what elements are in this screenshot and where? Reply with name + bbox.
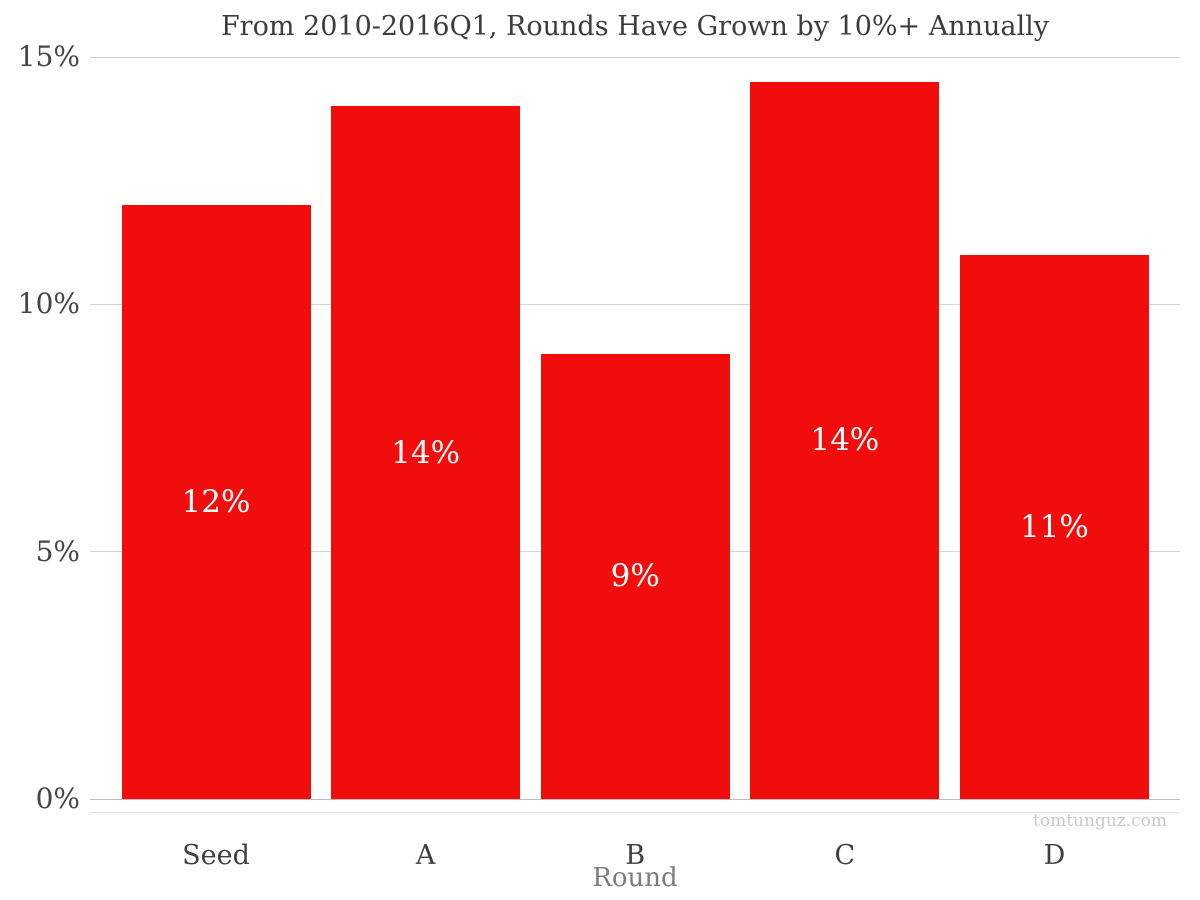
- x-axis-line: [90, 812, 1180, 813]
- bar-b: [540, 353, 730, 799]
- bar-value-label-seed: 12%: [181, 484, 251, 521]
- bar-value-label-c: 14%: [810, 422, 880, 459]
- x-category-label-c: C: [834, 840, 856, 871]
- x-axis-title: Round: [592, 863, 678, 893]
- gridline-10%: [90, 303, 1180, 305]
- x-category-label-d: D: [1043, 840, 1066, 871]
- gridline-0%: [90, 798, 1180, 800]
- bar-d: [959, 254, 1149, 799]
- bar-seed: [121, 205, 311, 799]
- bar-value-label-a: 14%: [391, 434, 461, 471]
- watermark: tomtunguz.com: [1033, 811, 1167, 831]
- x-category-label-seed: Seed: [182, 840, 250, 871]
- x-category-label-b: B: [625, 840, 646, 871]
- bar-a: [331, 106, 521, 799]
- bar-c: [750, 81, 940, 799]
- y-tick-label-0%: 0%: [35, 782, 80, 815]
- y-tick-label-5%: 5%: [35, 534, 80, 568]
- chart-title: From 2010-2016Q1, Rounds Have Grown by 1…: [220, 11, 1050, 42]
- x-category-label-a: A: [415, 840, 436, 871]
- bar-value-label-b: 9%: [610, 558, 660, 595]
- y-tick-label-15%: 15%: [17, 40, 80, 73]
- bar-value-label-d: 11%: [1019, 508, 1089, 545]
- y-tick-label-10%: 10%: [17, 287, 80, 321]
- gridline-15%: [90, 56, 1180, 58]
